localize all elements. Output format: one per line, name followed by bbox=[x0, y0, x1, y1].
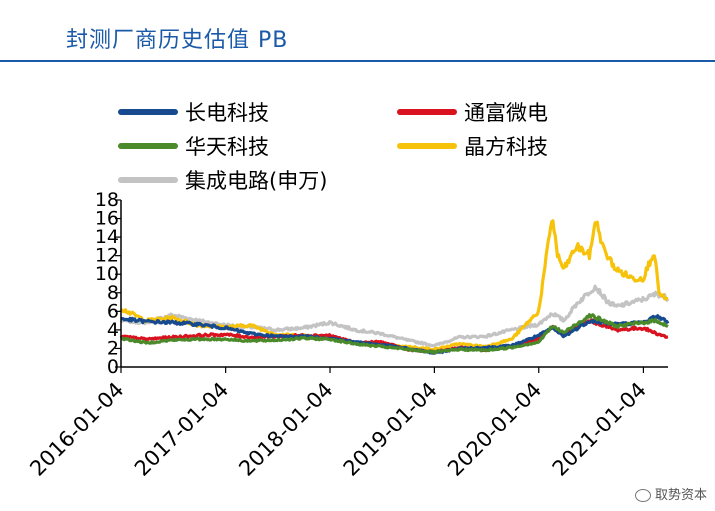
y-tick-label: 16 bbox=[95, 208, 119, 230]
y-tick-label: 8 bbox=[107, 282, 119, 304]
chart-title: 封测厂商历史估值 PB bbox=[66, 28, 289, 53]
series-line bbox=[120, 313, 669, 355]
y-tick-label: 10 bbox=[95, 263, 119, 285]
y-tick-label: 4 bbox=[107, 319, 119, 341]
x-tick-label: 2018-01-04 bbox=[234, 378, 337, 481]
x-tick-label: 2021-01-04 bbox=[548, 378, 651, 481]
series-layer bbox=[119, 219, 670, 355]
wechat-icon bbox=[634, 489, 651, 502]
chart-axes bbox=[120, 200, 668, 368]
legend-label: 长电科技 bbox=[185, 101, 269, 125]
legend-label: 晶方科技 bbox=[464, 135, 548, 159]
y-tick-label: 12 bbox=[95, 245, 119, 267]
watermark-text: 取势资本 bbox=[654, 488, 707, 503]
series-line bbox=[119, 284, 670, 348]
x-tick-label: 2016-01-04 bbox=[25, 378, 128, 481]
x-tick-label: 2017-01-04 bbox=[130, 378, 233, 481]
watermark: 取势资本 bbox=[634, 484, 707, 503]
legend-label: 通富微电 bbox=[464, 101, 548, 125]
x-axis-ticks: 2016-01-04 2017-01-04 2018-01-04 2019-01-04… bbox=[25, 367, 651, 481]
y-tick-label: 6 bbox=[107, 300, 119, 322]
y-tick-label: 18 bbox=[95, 189, 119, 211]
legend-label: 华天科技 bbox=[185, 135, 269, 159]
y-tick-label: 14 bbox=[95, 226, 119, 248]
x-tick-label: 2020-01-04 bbox=[443, 378, 546, 481]
legend-label: 集成电路(申万) bbox=[185, 169, 327, 193]
y-tick-label: 0 bbox=[107, 356, 119, 378]
series-line bbox=[120, 219, 669, 352]
title-rule bbox=[0, 60, 715, 62]
y-tick-label: 2 bbox=[107, 337, 119, 359]
x-tick-label: 2019-01-04 bbox=[339, 378, 442, 481]
